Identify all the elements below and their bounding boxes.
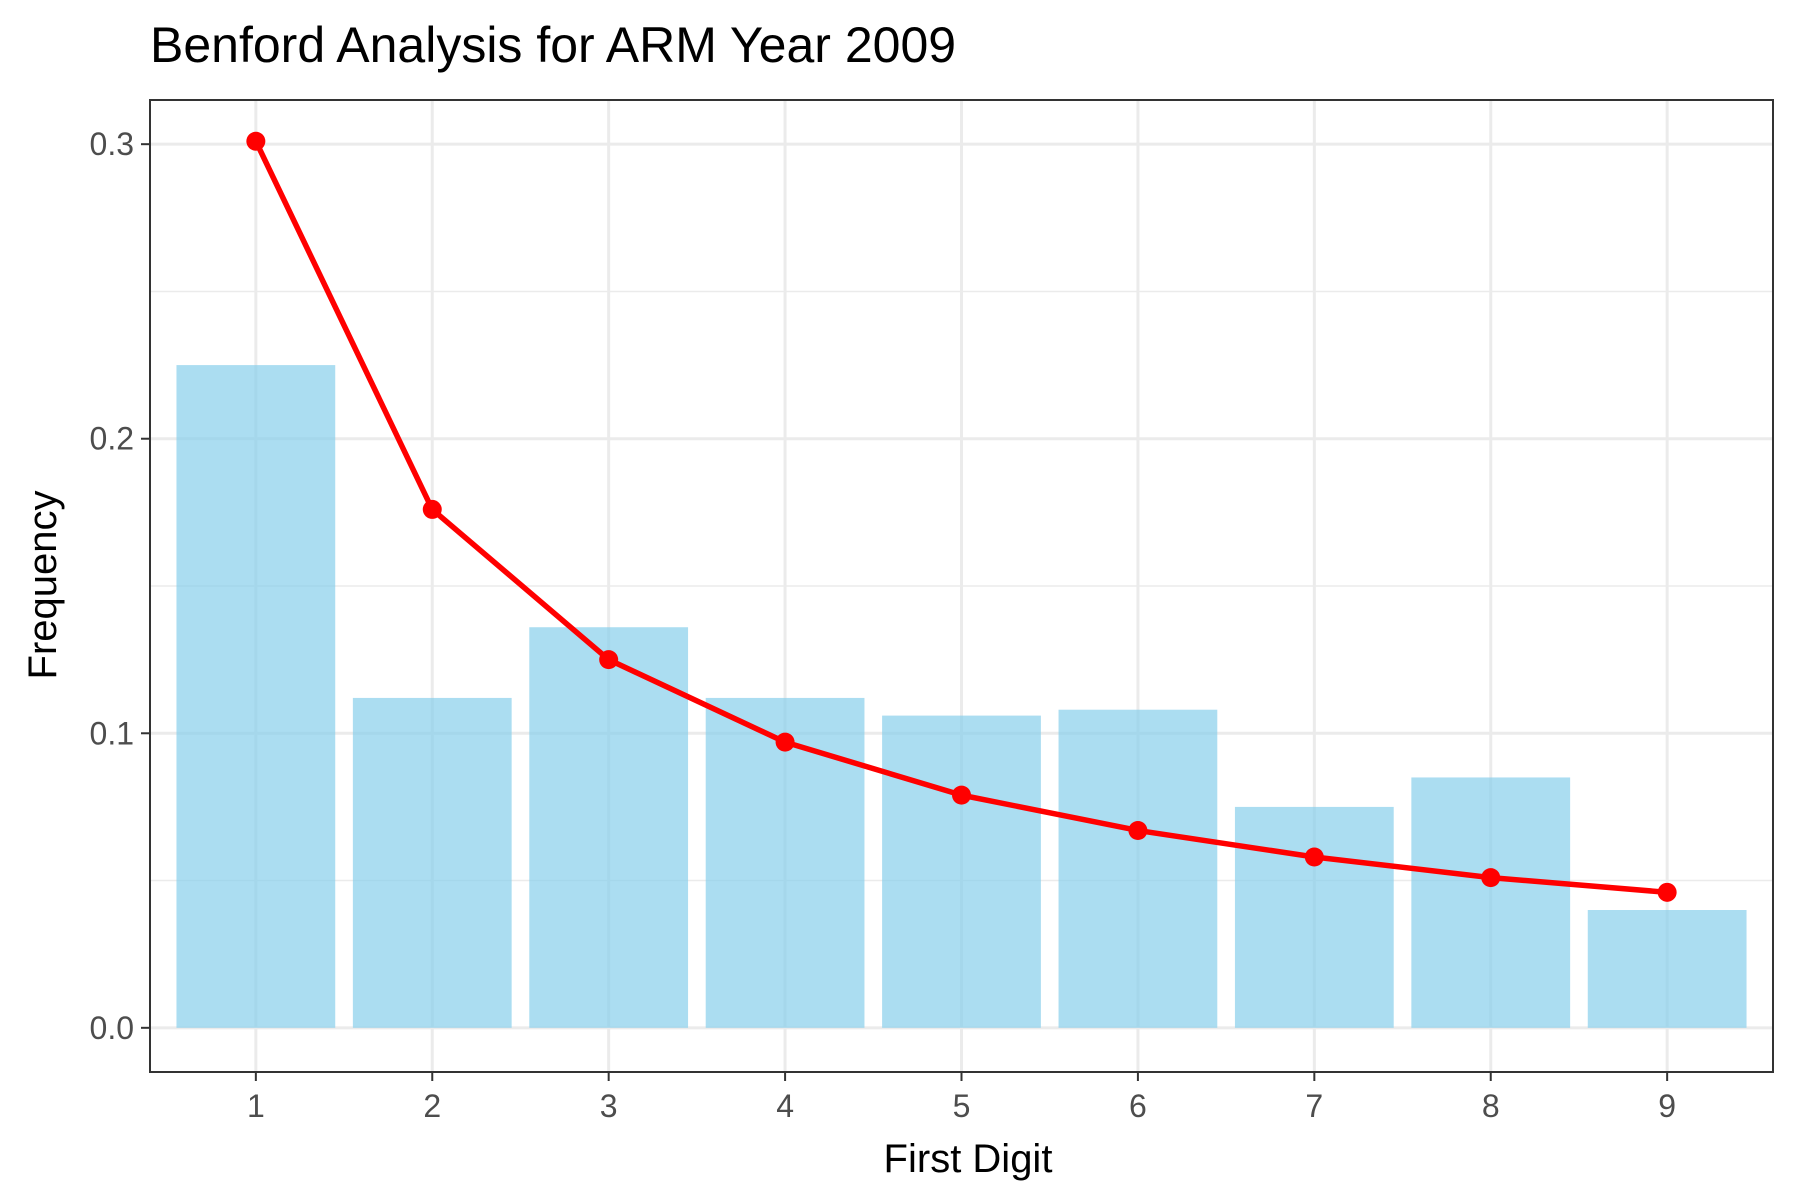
x-tick-label: 6 [1129, 1088, 1147, 1124]
benford-point-2 [422, 499, 442, 519]
bar-digit-8 [1411, 777, 1571, 1028]
x-tick-label: 9 [1658, 1088, 1676, 1124]
bar-digit-9 [1587, 910, 1747, 1028]
x-tick-label: 8 [1482, 1088, 1500, 1124]
bar-digit-2 [352, 697, 512, 1028]
benford-point-8 [1481, 868, 1501, 888]
x-tick-label: 3 [600, 1088, 618, 1124]
benford-point-3 [599, 650, 619, 670]
x-tick-label: 7 [1305, 1088, 1323, 1124]
bar-digit-7 [1234, 806, 1394, 1028]
bar-digit-1 [176, 365, 336, 1028]
y-tick-label: 0.0 [90, 1010, 134, 1046]
y-tick-label: 0.2 [90, 421, 134, 457]
y-axis-title: Frequency [21, 491, 65, 680]
chart-title: Benford Analysis for ARM Year 2009 [150, 17, 956, 73]
benford-point-1 [246, 131, 266, 151]
axis-layer: 0.0 0.1 0.2 0.3 1 2 3 4 5 6 7 8 9 [90, 99, 1774, 1124]
line-layer [246, 131, 1677, 902]
x-tick-label: 2 [423, 1088, 441, 1124]
benford-point-7 [1304, 847, 1324, 867]
bar-layer [176, 365, 1747, 1028]
bar-digit-5 [882, 715, 1041, 1028]
benford-point-9 [1657, 882, 1677, 902]
bar-digit-3 [529, 627, 689, 1028]
x-tick-label: 5 [953, 1088, 971, 1124]
x-axis-title: First Digit [884, 1137, 1053, 1181]
y-tick-label: 0.1 [90, 715, 134, 751]
benford-point-4 [775, 732, 795, 752]
x-tick-label: 4 [776, 1088, 794, 1124]
benford-point-6 [1128, 820, 1148, 840]
bar-digit-6 [1058, 709, 1218, 1028]
x-tick-label: 1 [247, 1088, 265, 1124]
benford-point-5 [952, 785, 971, 805]
y-tick-label: 0.3 [90, 126, 134, 162]
bar-digit-4 [705, 697, 865, 1028]
